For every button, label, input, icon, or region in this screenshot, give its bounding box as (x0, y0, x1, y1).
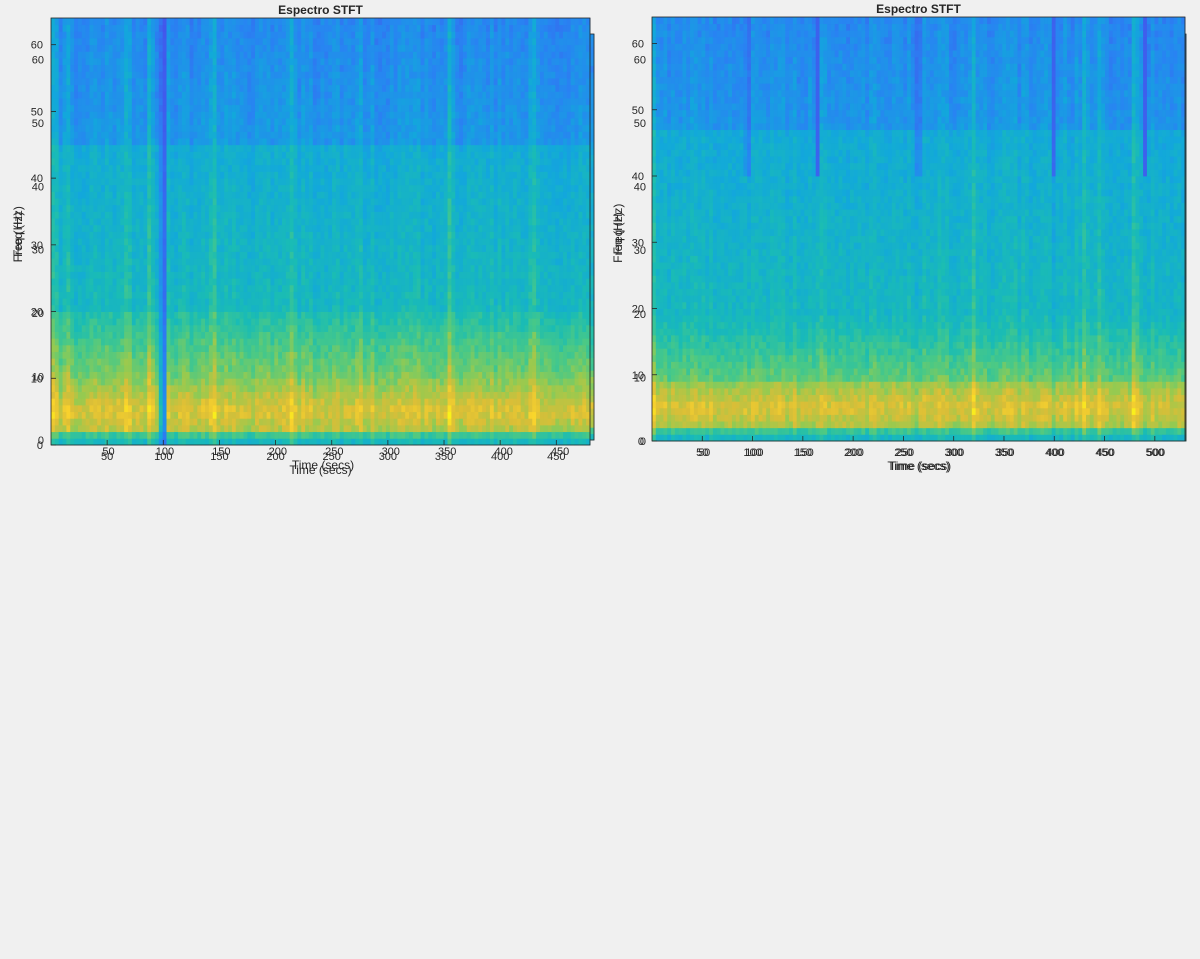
figure: 501001502002503003504004500102030405060E… (11, 2, 1187, 477)
